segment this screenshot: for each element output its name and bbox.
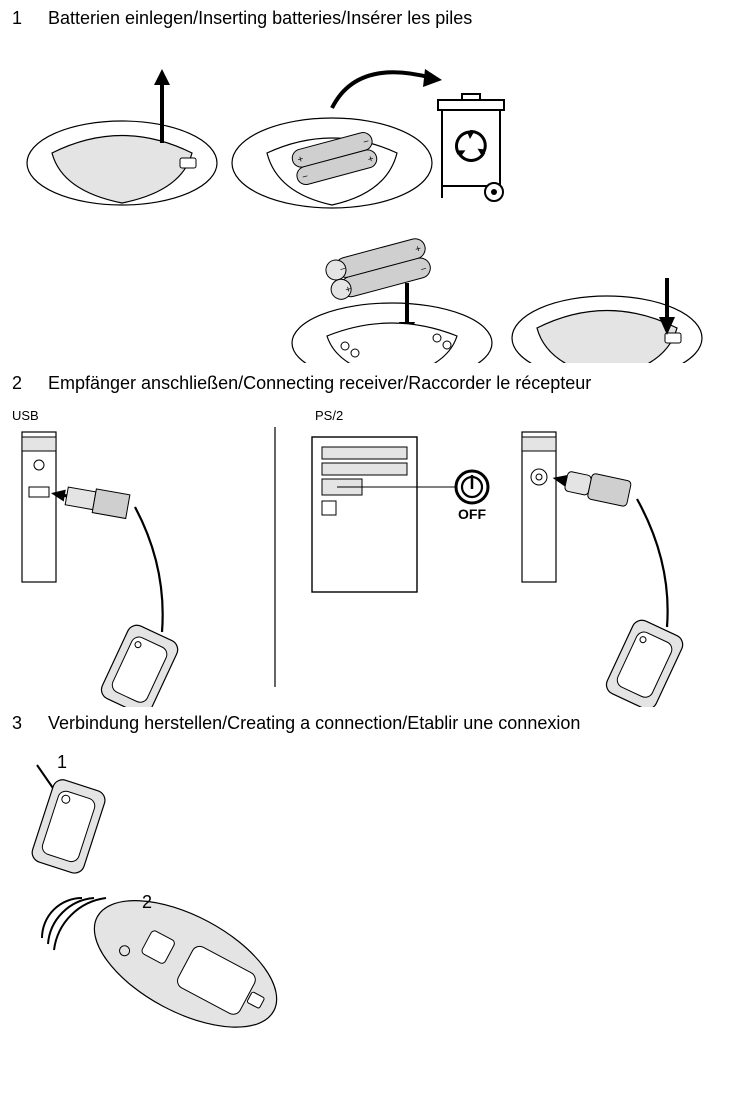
step-2-heading: 2 Empfänger anschließen/Connecting recei…: [12, 373, 742, 394]
section-step-2: 2 Empfänger anschließen/Connecting recei…: [12, 373, 742, 707]
step-2-sublabels: USB PS/2: [12, 408, 742, 423]
step-3-heading: 3 Verbindung herstellen/Creating a conne…: [12, 713, 742, 734]
section-step-3: 3 Verbindung herstellen/Creating a conne…: [12, 713, 742, 1028]
step-1-heading: 1 Batterien einlegen/Inserting batteries…: [12, 8, 742, 29]
label-ps2: PS/2: [315, 408, 343, 423]
step-2-number: 2: [12, 373, 30, 394]
step-1-number: 1: [12, 8, 30, 29]
step-2-svg: OFF: [12, 427, 742, 707]
callout-1: 1: [57, 752, 67, 772]
callout-2: 2: [142, 892, 152, 912]
step-3-number: 3: [12, 713, 30, 734]
step-3-svg: 1 2: [12, 748, 742, 1028]
step-3-title: Verbindung herstellen/Creating a connect…: [48, 713, 580, 734]
step-1-svg: + − − +: [12, 43, 742, 363]
label-usb: USB: [12, 408, 315, 423]
step-2-title: Empfänger anschließen/Connecting receive…: [48, 373, 591, 394]
step-1-title: Batterien einlegen/Inserting batteries/I…: [48, 8, 472, 29]
figure-step-3: 1 2: [12, 748, 742, 1028]
section-step-1: 1 Batterien einlegen/Inserting batteries…: [12, 8, 742, 363]
figure-step-1: + − − +: [12, 43, 742, 363]
off-label: OFF: [458, 506, 486, 522]
figure-step-2: OFF: [12, 427, 742, 707]
